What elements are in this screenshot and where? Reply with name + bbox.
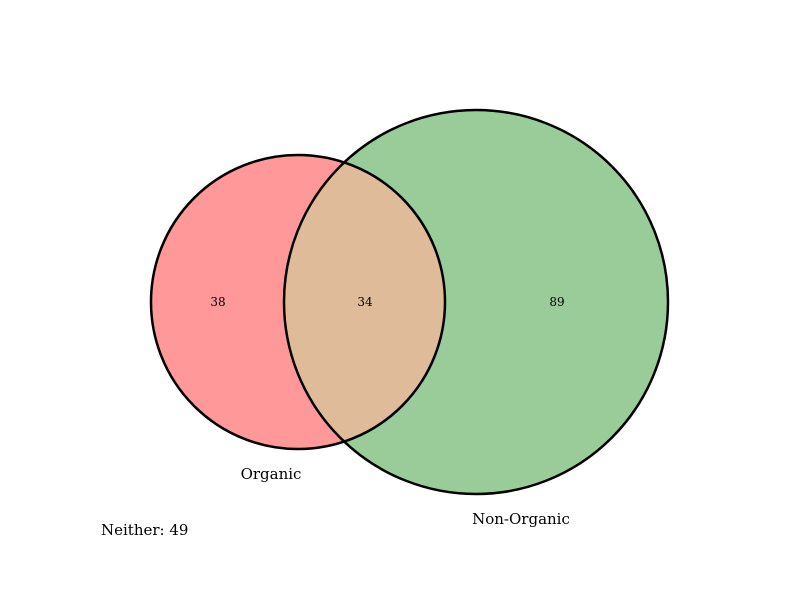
intersection-count: 34 [357, 295, 373, 309]
organic-only-count: 38 [210, 295, 225, 309]
neither-count-label: Neither: 49 [101, 521, 189, 539]
organic-set-label: Organic [241, 465, 302, 483]
non-organic-set-label: Non-Organic [472, 510, 570, 528]
intersection-region [284, 155, 445, 449]
non-organic-circle-outline [282, 108, 670, 496]
organic-circle-outline [149, 153, 447, 451]
non-organic-only-count: 89 [549, 295, 564, 309]
